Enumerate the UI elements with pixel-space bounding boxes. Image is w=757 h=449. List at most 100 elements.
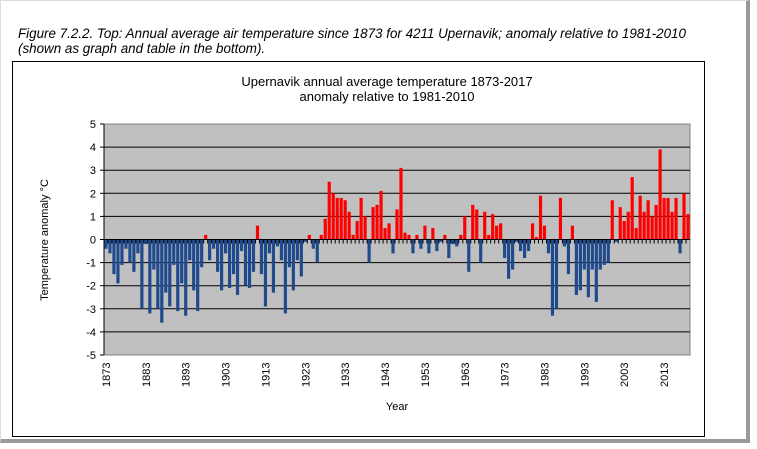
bar: [204, 234, 208, 240]
bar: [307, 234, 311, 240]
bar: [447, 239, 451, 258]
x-tick-label: 1943: [380, 363, 392, 387]
x-tick-label: 1993: [579, 363, 591, 387]
bar: [491, 214, 495, 240]
bar: [642, 211, 646, 240]
bar: [387, 223, 391, 240]
y-tick-label: -2: [86, 281, 96, 293]
bar: [311, 239, 315, 249]
bar: [239, 239, 244, 252]
bar: [220, 239, 224, 291]
bar: [662, 197, 666, 240]
x-tick-label: 1963: [460, 363, 472, 387]
bar: [176, 239, 180, 312]
bar: [251, 239, 256, 272]
bar: [630, 177, 634, 240]
bar: [112, 239, 116, 275]
bar: [650, 216, 654, 240]
y-tick-label: -3: [86, 304, 96, 316]
bar: [355, 221, 359, 240]
bar: [407, 234, 411, 240]
bar: [208, 239, 212, 261]
bar: [518, 239, 523, 252]
bar: [451, 239, 455, 245]
bar: [184, 239, 188, 316]
bar: [682, 193, 686, 240]
bar: [686, 214, 690, 240]
bar: [622, 221, 626, 240]
bar: [475, 209, 479, 240]
x-tick-label: 1893: [181, 363, 193, 387]
bar: [235, 239, 240, 295]
y-tick-label: -5: [86, 350, 96, 362]
bar: [666, 197, 670, 240]
plot-area: 5 4 3 2 1 0 -1 -2 -3 -4 -5 1873 1883 1893 1903 1913 1923…: [86, 119, 691, 387]
y-tick-label: -1: [86, 258, 96, 270]
bar: [526, 239, 531, 252]
bar: [315, 239, 319, 263]
bar: [403, 232, 407, 240]
bar: [415, 234, 419, 240]
bar: [459, 234, 463, 240]
bar: [247, 239, 252, 289]
bar: [514, 239, 519, 242]
bar: [367, 239, 371, 263]
bar: [363, 216, 367, 240]
bar: [598, 239, 602, 270]
bar: [104, 239, 108, 249]
y-tick-label: 0: [90, 235, 96, 247]
bar: [192, 239, 196, 291]
bar: [164, 239, 168, 293]
bar: [188, 239, 192, 261]
bar: [371, 207, 375, 240]
bar: [140, 239, 144, 309]
bar: [231, 239, 236, 275]
x-tick-label: 1873: [101, 363, 113, 387]
chart-title: Upernavik annual average temperature 187…: [241, 74, 532, 89]
x-tick-label: 1933: [340, 363, 352, 387]
bar: [646, 200, 650, 240]
x-tick-label: 1883: [141, 363, 153, 387]
bar: [172, 239, 176, 265]
bar: [136, 239, 140, 254]
bar: [570, 225, 574, 240]
bar: [331, 193, 335, 240]
bar: [116, 239, 120, 284]
bar: [578, 239, 582, 291]
bar: [271, 239, 276, 293]
bar: [558, 197, 563, 240]
bar: [495, 225, 499, 240]
bar: [335, 197, 339, 240]
bar: [542, 225, 547, 240]
bar: [347, 211, 351, 240]
bar: [626, 211, 630, 240]
bar: [255, 225, 260, 240]
figure-caption: Figure 7.2.2. Top: Annual average air te…: [18, 26, 686, 56]
bar: [574, 239, 578, 295]
x-tick-label: 1983: [539, 363, 551, 387]
bar: [343, 200, 347, 240]
bar: [359, 197, 363, 240]
bar: [503, 239, 507, 258]
x-tick-label: 2013: [659, 363, 671, 387]
x-tick-label: 1973: [500, 363, 512, 387]
bar: [487, 234, 491, 240]
y-axis-label: Temperature anomaly °C: [39, 179, 51, 301]
bar: [614, 239, 618, 242]
bar: [419, 239, 423, 249]
bar: [259, 239, 264, 275]
bar: [678, 239, 682, 254]
bar: [435, 239, 439, 252]
bar: [411, 239, 415, 254]
bar: [120, 239, 124, 265]
bar: [530, 223, 535, 240]
bar: [299, 239, 303, 277]
x-tick-label: 1923: [300, 363, 312, 387]
bar: [108, 239, 112, 254]
bar: [654, 204, 658, 240]
bar: [196, 239, 200, 312]
bar: [132, 239, 136, 272]
bar: [227, 239, 232, 289]
bar: [351, 234, 355, 240]
bar: [455, 239, 459, 247]
